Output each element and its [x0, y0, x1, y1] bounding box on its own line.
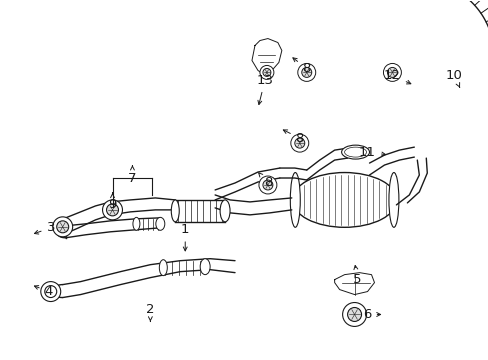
Ellipse shape: [344, 147, 366, 157]
Text: 4: 4: [34, 285, 53, 298]
Circle shape: [290, 134, 308, 152]
Circle shape: [260, 66, 273, 80]
Text: 7: 7: [128, 166, 137, 185]
Circle shape: [41, 282, 61, 302]
Text: 3: 3: [35, 221, 55, 234]
Polygon shape: [251, 39, 281, 75]
Circle shape: [259, 176, 276, 194]
Text: 6: 6: [363, 308, 380, 321]
Circle shape: [45, 285, 57, 298]
Circle shape: [106, 204, 118, 216]
Text: 13: 13: [256, 74, 273, 104]
Text: 11: 11: [358, 145, 385, 159]
Circle shape: [57, 221, 68, 233]
Ellipse shape: [200, 259, 210, 275]
Circle shape: [294, 138, 304, 148]
Ellipse shape: [292, 172, 396, 227]
Text: 9: 9: [108, 193, 117, 211]
Text: 10: 10: [445, 69, 462, 87]
Ellipse shape: [171, 200, 179, 222]
Circle shape: [53, 217, 73, 237]
Text: 8: 8: [292, 58, 310, 75]
Text: 2: 2: [146, 303, 154, 321]
Ellipse shape: [388, 172, 398, 227]
Ellipse shape: [156, 217, 164, 230]
Circle shape: [386, 67, 397, 77]
Circle shape: [383, 63, 401, 81]
Ellipse shape: [341, 145, 369, 159]
Circle shape: [263, 68, 270, 76]
Polygon shape: [334, 273, 374, 294]
Text: 5: 5: [353, 265, 361, 286]
Circle shape: [297, 63, 315, 81]
Ellipse shape: [290, 172, 300, 227]
Ellipse shape: [133, 217, 140, 230]
Circle shape: [342, 302, 366, 327]
Ellipse shape: [220, 200, 229, 222]
Circle shape: [263, 180, 272, 190]
Circle shape: [102, 200, 122, 220]
Text: 8: 8: [258, 173, 271, 189]
Circle shape: [347, 307, 361, 321]
Circle shape: [301, 67, 311, 77]
Ellipse shape: [159, 260, 167, 276]
Text: 1: 1: [181, 223, 189, 251]
Text: 12: 12: [383, 69, 410, 84]
Text: 8: 8: [283, 130, 304, 145]
